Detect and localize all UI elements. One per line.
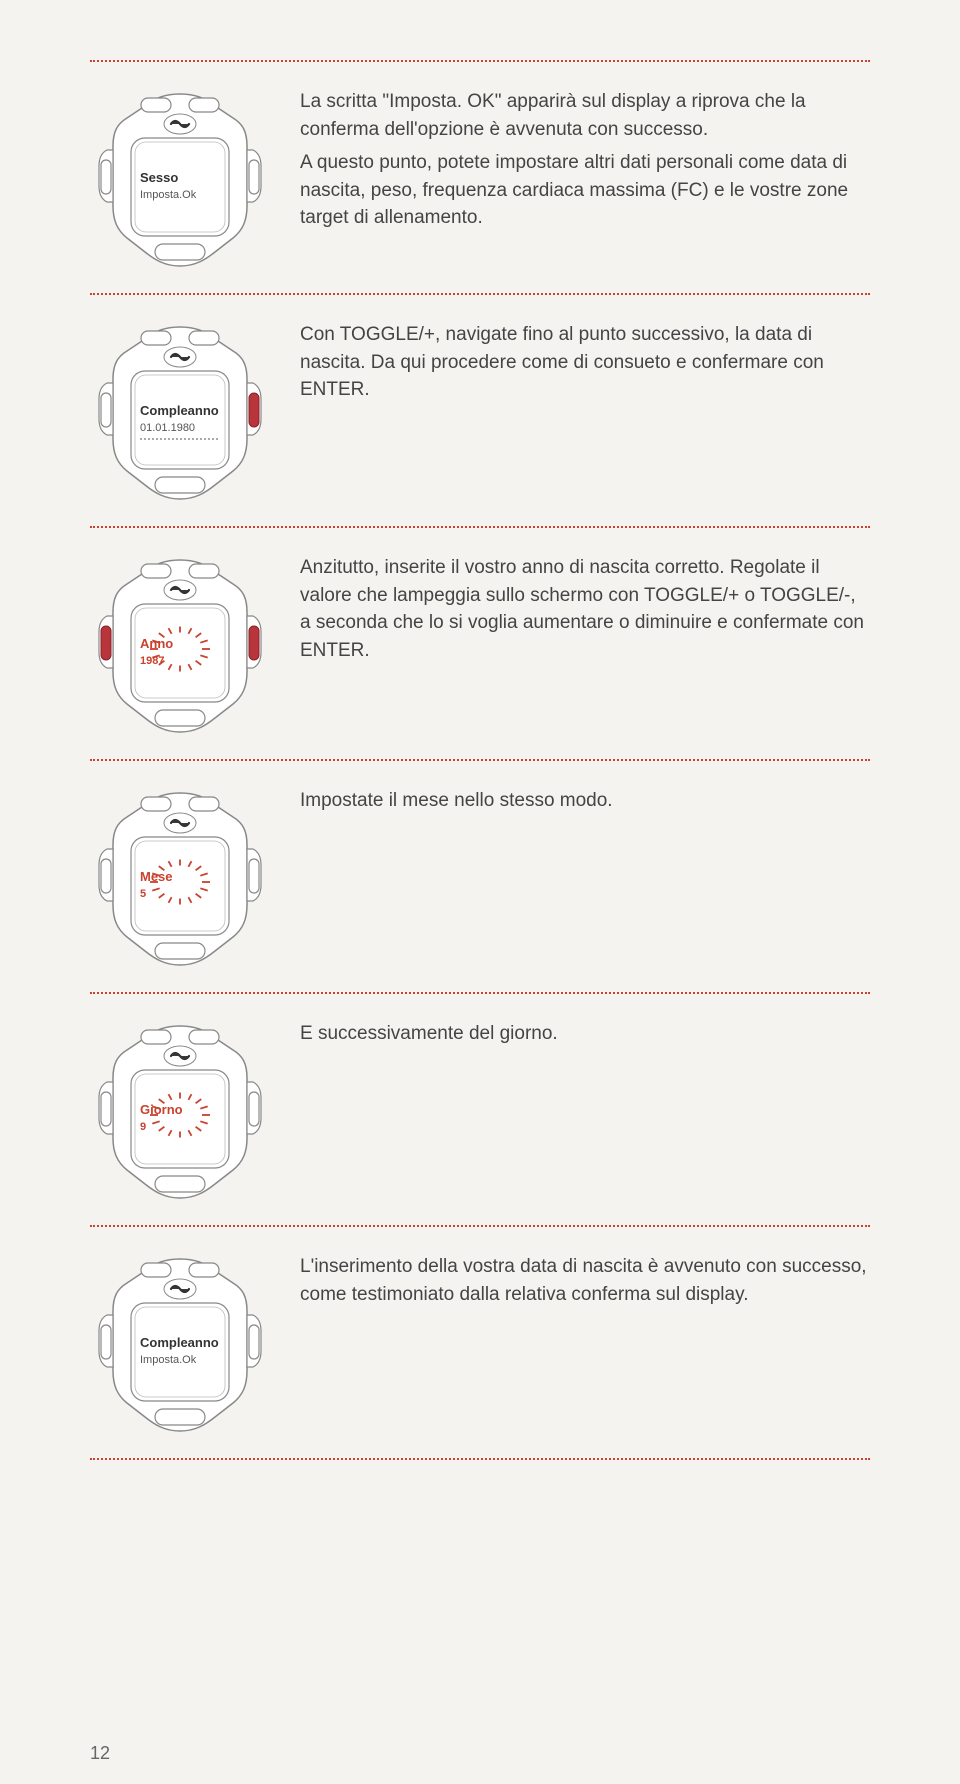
step-paragraph: La scritta "Imposta. OK" apparirà sul di… (300, 88, 870, 143)
page-container: Sesso Imposta.Ok La scritta "Imposta. OK… (0, 0, 960, 1500)
step-row: Compleanno 01.01.1980 Con TOGGLE/+, navi… (90, 293, 870, 526)
screen-sub: 9 (140, 1121, 146, 1133)
device-column: Compleanno Imposta.Ok (90, 1247, 270, 1438)
step-row: Anno 1987 Anzitutto, inserite il vostro … (90, 526, 870, 759)
device-icon: Sesso Imposta.Ok (95, 88, 265, 273)
step-paragraph: E successivamente del giorno. (300, 1020, 870, 1048)
step-text: Impostate il mese nello stesso modo. (300, 781, 870, 821)
screen-label: Compleanno (140, 403, 219, 418)
step-row: Compleanno Imposta.Ok L'inserimento dell… (90, 1225, 870, 1460)
screen-label: Giorno (140, 1102, 183, 1117)
step-text: L'inserimento della vostra data di nasci… (300, 1247, 870, 1314)
step-paragraph: Con TOGGLE/+, navigate fino al punto suc… (300, 321, 870, 404)
step-text: Anzitutto, inserite il vostro anno di na… (300, 548, 870, 670)
step-row: Giorno 9 E successivamente del giorno. (90, 992, 870, 1225)
step-paragraph: L'inserimento della vostra data di nasci… (300, 1253, 870, 1308)
device-column: Mese 5 (90, 781, 270, 972)
device-icon: Anno 1987 (95, 554, 265, 739)
screen-sub: Imposta.Ok (140, 189, 197, 201)
device-column: Anno 1987 (90, 548, 270, 739)
step-paragraph: Impostate il mese nello stesso modo. (300, 787, 870, 815)
screen-label: Anno (140, 636, 173, 651)
device-icon: Compleanno 01.01.1980 (95, 321, 265, 506)
screen-label: Mese (140, 869, 173, 884)
step-text: Con TOGGLE/+, navigate fino al punto suc… (300, 315, 870, 410)
step-row: Mese 5 Impostate il mese nello stesso mo… (90, 759, 870, 992)
device-column: Giorno 9 (90, 1014, 270, 1205)
screen-sub: 5 (140, 888, 146, 900)
step-paragraph: Anzitutto, inserite il vostro anno di na… (300, 554, 870, 664)
step-row: Sesso Imposta.Ok La scritta "Imposta. OK… (90, 60, 870, 293)
step-text: E successivamente del giorno. (300, 1014, 870, 1054)
steps-list: Sesso Imposta.Ok La scritta "Imposta. OK… (90, 60, 870, 1460)
screen-sub: Imposta.Ok (140, 1354, 197, 1366)
screen-label: Sesso (140, 170, 178, 185)
screen-sub: 01.01.1980 (140, 422, 195, 434)
device-icon: Mese 5 (95, 787, 265, 972)
screen-label: Compleanno (140, 1335, 219, 1350)
step-paragraph: A questo punto, potete impostare altri d… (300, 149, 870, 232)
device-icon: Giorno 9 (95, 1020, 265, 1205)
device-column: Compleanno 01.01.1980 (90, 315, 270, 506)
device-icon: Compleanno Imposta.Ok (95, 1253, 265, 1438)
step-text: La scritta "Imposta. OK" apparirà sul di… (300, 82, 870, 238)
device-column: Sesso Imposta.Ok (90, 82, 270, 273)
screen-sub: 1987 (140, 655, 164, 667)
page-number: 12 (90, 1743, 110, 1764)
